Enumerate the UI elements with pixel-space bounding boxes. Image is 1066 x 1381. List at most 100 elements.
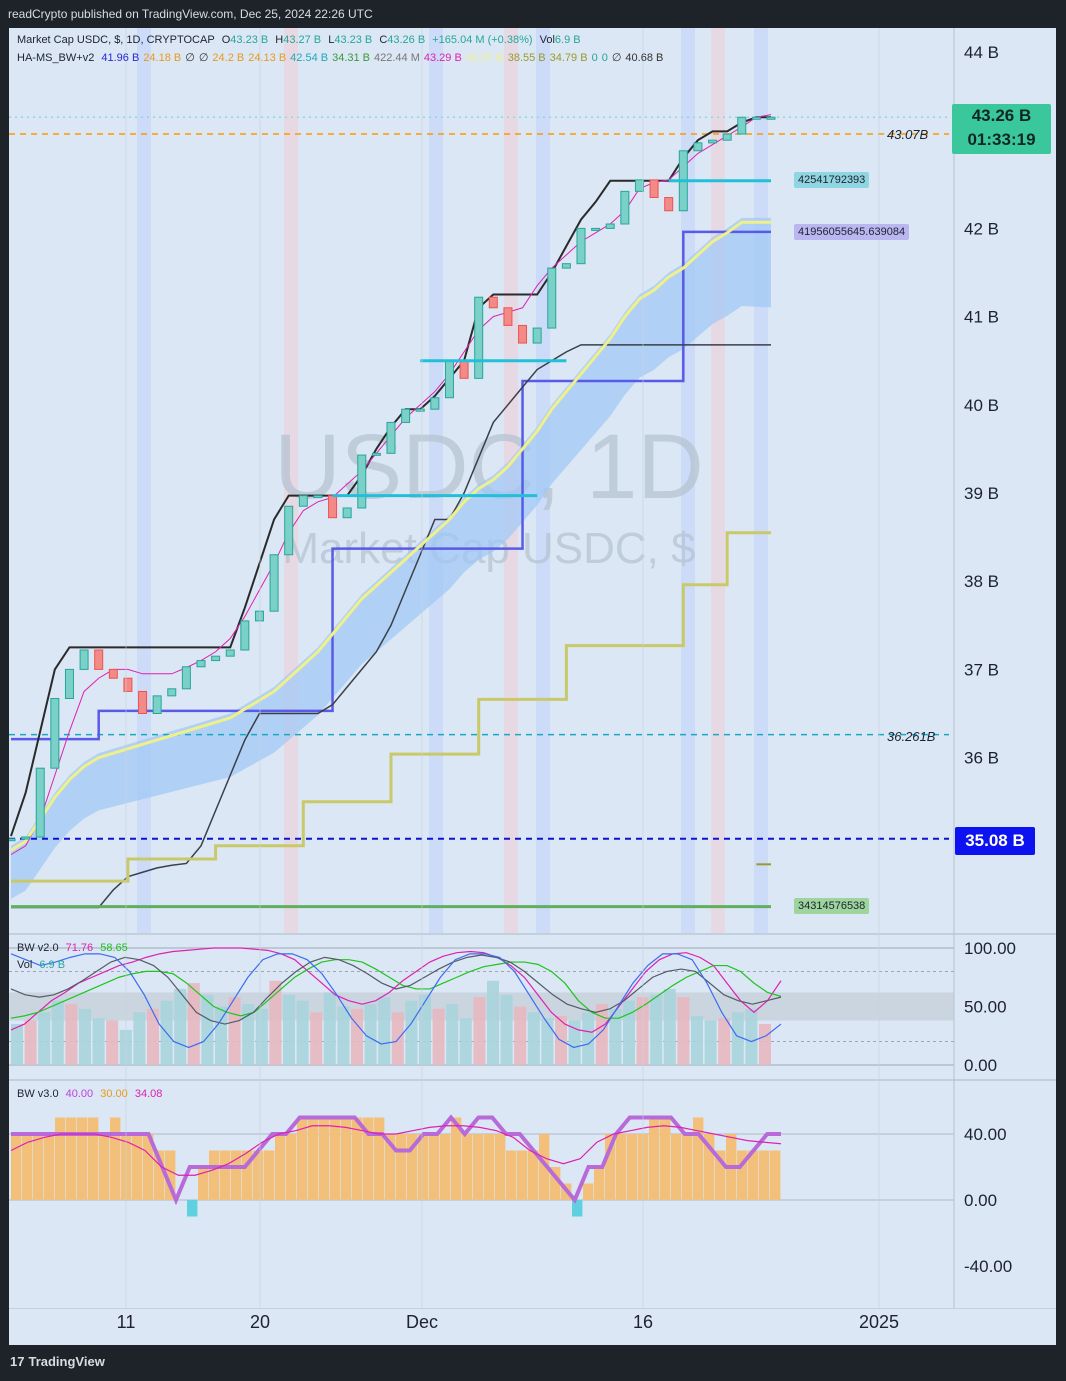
cyan-level-label: 42541792393	[794, 172, 870, 188]
bw3-bar-48	[539, 1134, 550, 1200]
main-price-pane[interactable]	[9, 114, 949, 909]
candle-14	[211, 655, 221, 662]
legend-close: C43.26 B	[379, 34, 426, 46]
candle-39	[576, 227, 586, 265]
bw3-bar-23	[264, 1150, 275, 1200]
series-41-96-B	[11, 230, 771, 741]
axes: 44 B 42 B 41 B 40 B 39 B 38 B 37 B 36 B 100.00 50…	[9, 28, 1056, 1332]
vol-title: Vol	[17, 959, 33, 971]
candle-45	[664, 197, 674, 212]
candle-13	[196, 660, 206, 668]
bw3-bar-14	[165, 1150, 176, 1200]
footer-brand: 17 TradingView	[10, 1354, 105, 1369]
bw3-bar-17	[198, 1167, 209, 1200]
bw2-volume-bar-0	[11, 1024, 23, 1065]
chart-frame[interactable]: USDC, 1D Market Cap USDC, $ 44 B42 B41 B…	[9, 28, 1056, 1345]
bw-v3-title: BW v3.0	[17, 1088, 59, 1100]
bw3-bar-31	[352, 1117, 363, 1200]
current-price: 43.26 B	[971, 106, 1032, 125]
footer-brand-text: TradingView	[28, 1354, 105, 1369]
bw2-volume-bar-54	[745, 1008, 758, 1065]
candle-43	[634, 179, 644, 192]
bw3-bar-58	[649, 1117, 660, 1200]
candle-3	[50, 698, 60, 769]
bw3-bar-6	[77, 1117, 88, 1200]
bw3-bar-37	[418, 1134, 429, 1200]
bw3-bar-61	[682, 1134, 693, 1200]
cyan-line-label: 36.261B	[887, 729, 936, 744]
indicator-name: HA-MS_BW+v2	[17, 52, 95, 64]
bw2-volume-bar-41	[568, 1020, 581, 1065]
bw-v2-legend: BW v2.0 71.76 58.65	[17, 942, 132, 954]
series-38-55-B	[11, 531, 771, 883]
bw3-bar-20	[231, 1150, 242, 1200]
bw2-volume-bar-19	[269, 980, 282, 1065]
candle-41	[605, 223, 615, 229]
bw-v3-pane[interactable]	[9, 1114, 954, 1217]
candle-19	[284, 505, 294, 556]
time-label-4: 2025	[859, 1312, 899, 1332]
bw2-volume-bar-38	[527, 1012, 540, 1065]
bw2-volume-bar-17	[242, 1004, 255, 1065]
bw3-bar-55	[616, 1134, 627, 1200]
bw2-volume-bar-27	[378, 997, 391, 1065]
bw3-bar-41	[462, 1134, 473, 1200]
series-42-07-B	[10, 220, 771, 852]
cloud-area	[11, 217, 771, 899]
bw3-bar-35	[396, 1134, 407, 1200]
bw3-bar-2	[33, 1134, 44, 1200]
legend-symbol: Market Cap USDC, $, 1D, CRYPTOCAP	[17, 34, 215, 46]
bw2-volume-bar-21	[296, 1000, 309, 1065]
green-level-label: 34314576538	[794, 898, 870, 914]
bw3-bar-60	[671, 1134, 682, 1200]
candle-27	[401, 408, 411, 423]
candle-37	[547, 267, 557, 329]
bw2-volume-bar-13	[187, 983, 200, 1065]
indicator-value-11: 38.55 B	[507, 52, 546, 64]
candle-17	[254, 610, 264, 622]
bw2-volume-bar-12	[174, 988, 187, 1065]
candle-16	[240, 620, 250, 651]
bw2-tick-2: 0.00	[964, 1056, 997, 1075]
candle-22	[328, 495, 338, 519]
bw2-volume-bar-3	[51, 1000, 64, 1065]
bw3-bar-66	[737, 1150, 748, 1200]
bw2-volume-bar-50	[691, 1015, 703, 1065]
indicator-value-1: 24.18 B	[143, 52, 182, 64]
candle-38	[561, 263, 571, 269]
bw-v3-legend: BW v3.0 40.00 30.00 34.08	[17, 1088, 166, 1100]
time-axis-separator	[9, 1308, 1056, 1309]
legend-open: O43.23 B	[221, 34, 269, 46]
bw3-tick-1: 0.00	[964, 1191, 997, 1210]
bw2-volume-bar-32	[446, 1004, 459, 1065]
bw2-volume-bar-25	[351, 1008, 363, 1065]
bw2-volume-bar-6	[92, 1018, 105, 1065]
indicator-value-15: ∅	[611, 52, 622, 64]
bw3-line-34.08	[10, 1125, 782, 1176]
candle-42	[620, 190, 630, 225]
bw2-volume-bar-47	[650, 994, 663, 1065]
bw2-volume-bar-1	[24, 1020, 37, 1065]
chart-svg[interactable]: USDC, 1D Market Cap USDC, $ 44 B42 B41 B…	[9, 28, 1056, 1345]
legend-line-2: HA-MS_BW+v2 41.96 B 24.18 B ∅ ∅ 24.2 B 24.13 …	[17, 51, 667, 64]
candle-18	[269, 554, 279, 612]
bw3-bar-49	[550, 1167, 561, 1200]
candle-0	[9, 838, 16, 842]
bw2-volume-bar-9	[133, 1012, 146, 1065]
bw2-volume-bar-55	[759, 1024, 771, 1065]
bw3-bar-67	[748, 1150, 759, 1200]
indicator-value-14: 0	[601, 52, 608, 64]
candle-12	[181, 666, 191, 690]
bw3-bar-18	[209, 1150, 220, 1200]
bw3-bar-32	[363, 1117, 374, 1200]
bw2-volume-bar-23	[323, 992, 336, 1065]
bw-v2-title: BW v2.0	[17, 942, 59, 954]
bw2-volume-bar-26	[364, 1004, 377, 1065]
candle-9	[138, 690, 148, 715]
bw2-volume-bar-30	[419, 994, 431, 1065]
legend-high: H43.27 B	[275, 34, 322, 46]
candle-34	[503, 307, 513, 326]
indicator-value-8: 422.44 M	[374, 52, 420, 64]
time-label-2: Dec	[406, 1312, 438, 1332]
bw-v2-pane[interactable]	[9, 947, 954, 1066]
